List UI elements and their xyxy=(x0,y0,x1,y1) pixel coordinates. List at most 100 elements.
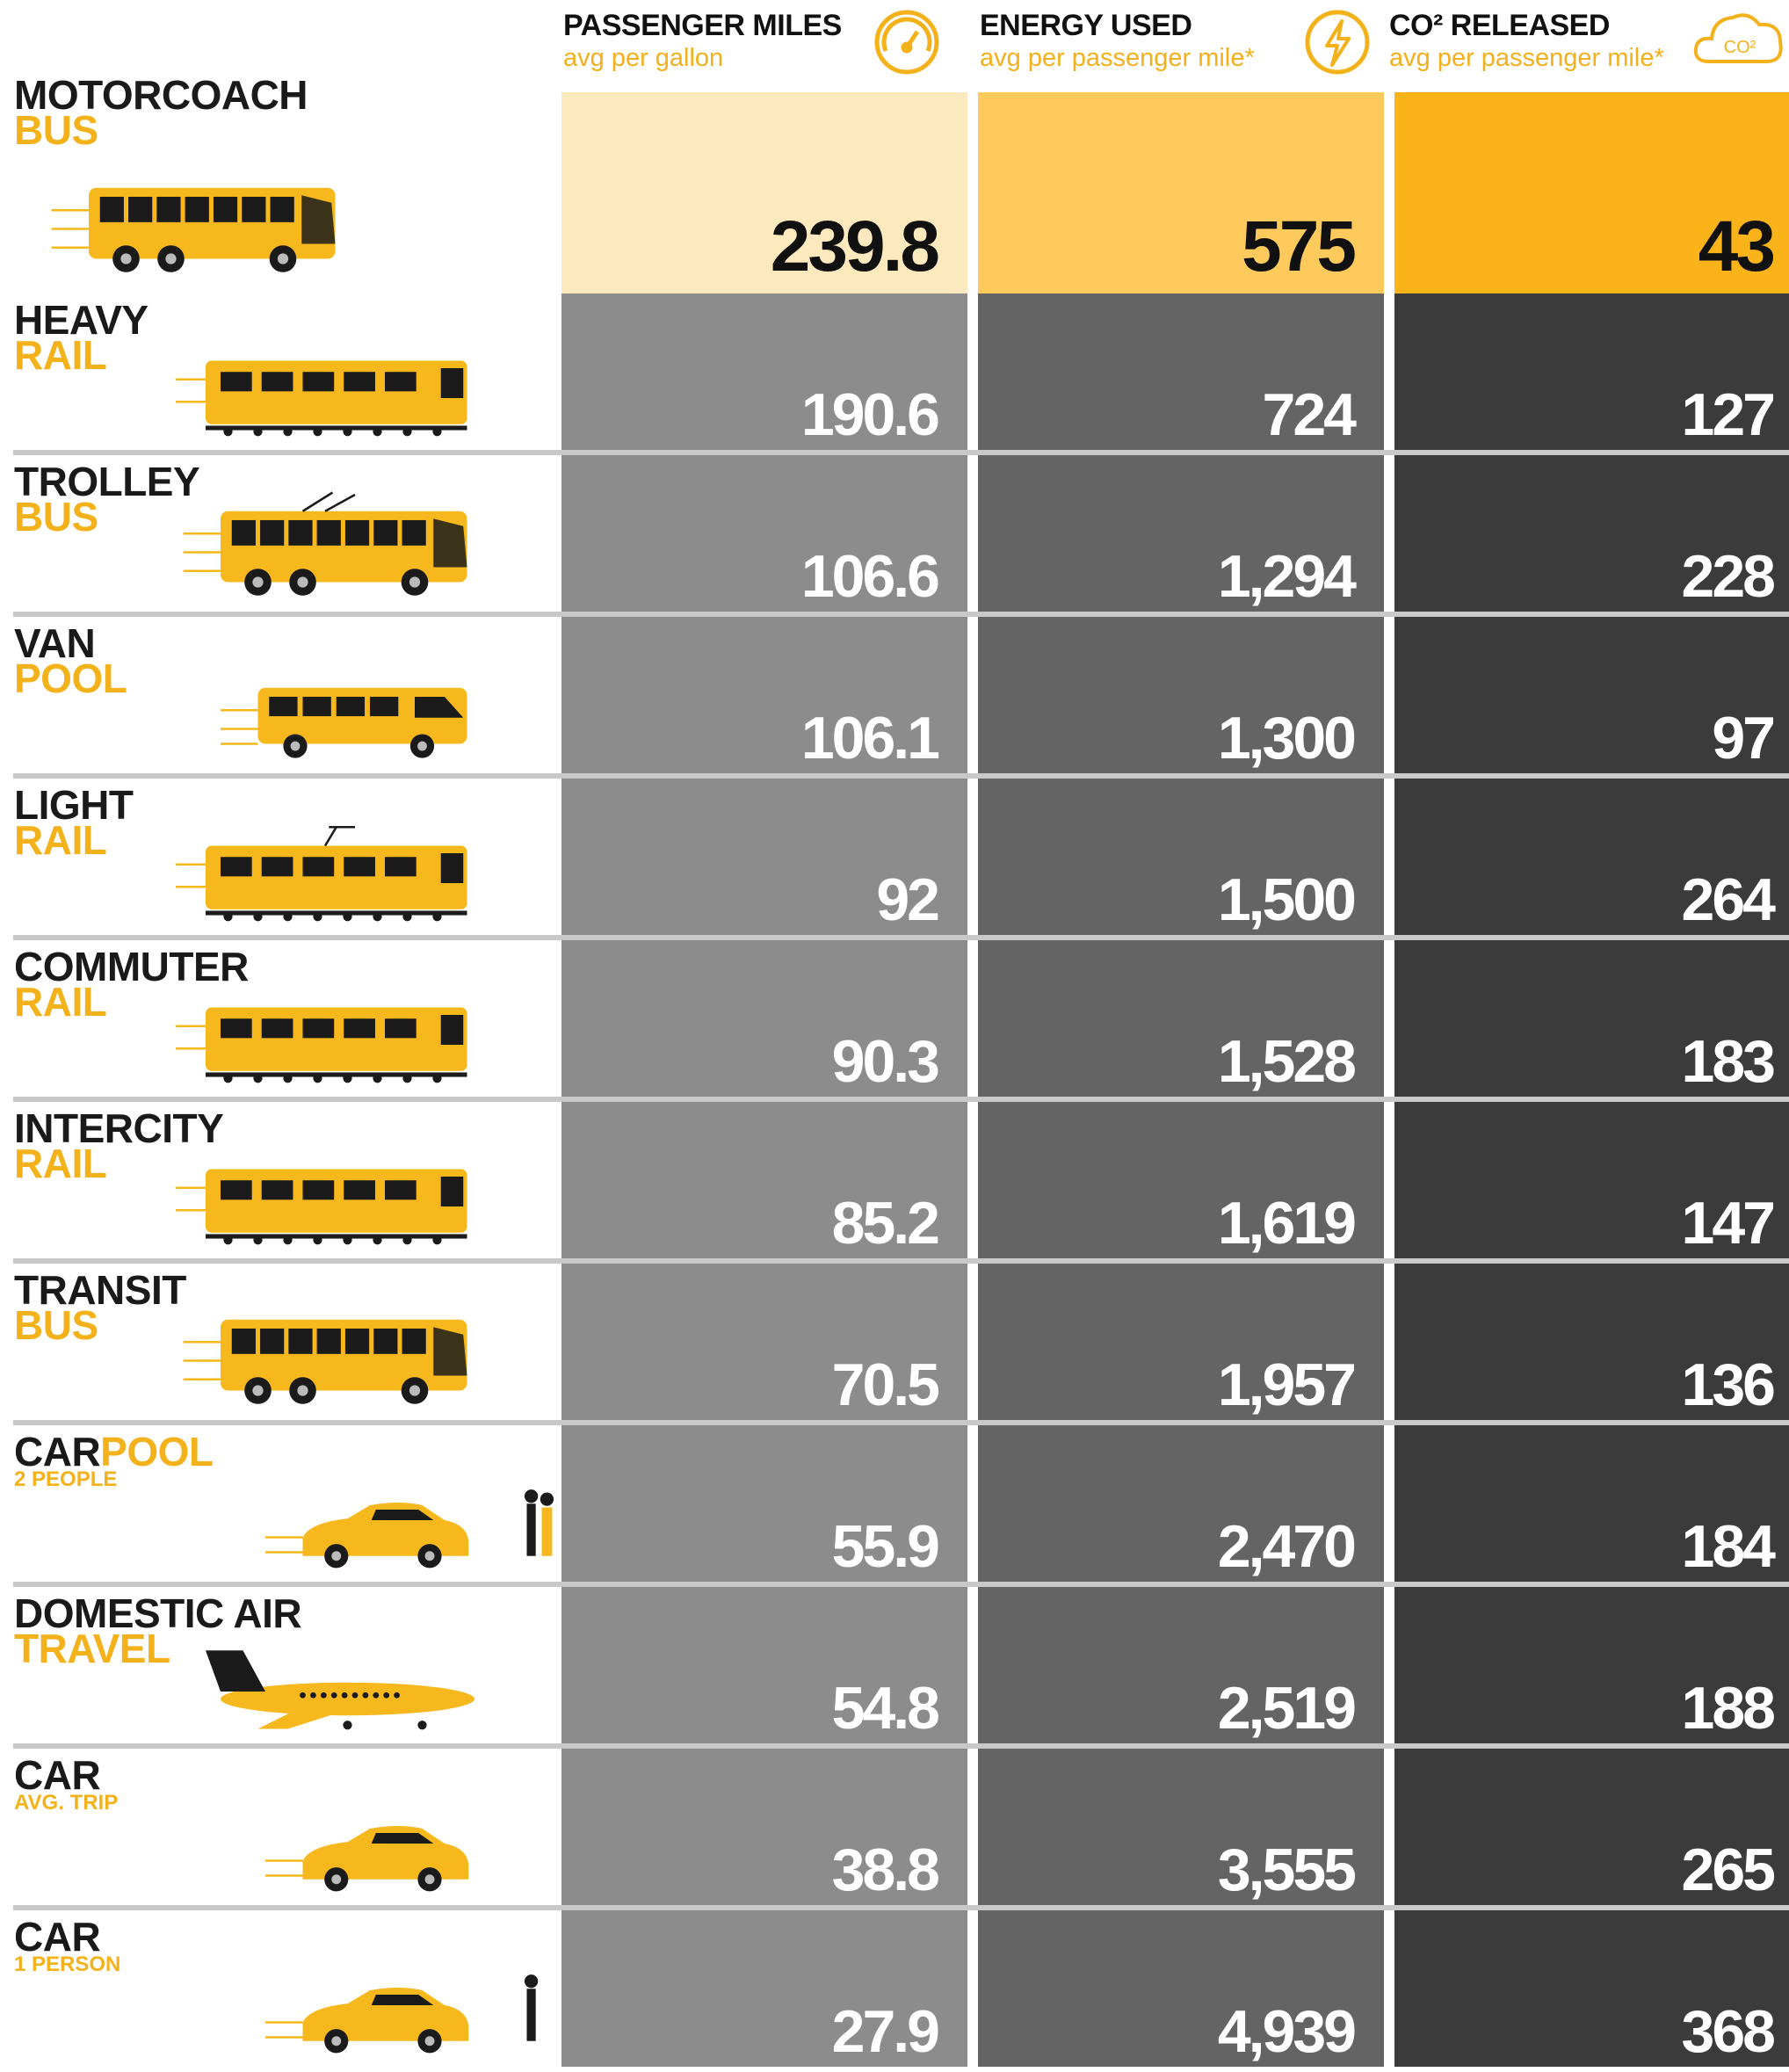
icon-shape xyxy=(441,1015,464,1045)
icon-shape xyxy=(345,1329,369,1354)
value: 97 xyxy=(1712,708,1773,768)
value: 85.2 xyxy=(832,1193,938,1253)
value: 183 xyxy=(1682,1032,1773,1091)
value-cell: 239.8 xyxy=(561,92,967,293)
icon-shape xyxy=(343,427,351,436)
value: 184 xyxy=(1682,1517,1773,1576)
icon-shape xyxy=(540,1493,554,1506)
icon-shape xyxy=(262,1018,293,1038)
value-cell: 106.1 xyxy=(561,617,967,773)
value: 188 xyxy=(1682,1678,1773,1738)
icon-shape xyxy=(394,1692,400,1699)
icon-shape xyxy=(206,1650,265,1692)
icon-shape xyxy=(303,697,331,716)
value: 190.6 xyxy=(801,385,938,445)
icon-shape xyxy=(283,1235,292,1244)
icon-shape xyxy=(253,1235,262,1244)
icon-hub xyxy=(903,44,910,51)
icon-shape xyxy=(344,372,375,391)
value-cell: 2,519 xyxy=(978,1587,1384,1743)
value: 136 xyxy=(1682,1355,1773,1415)
icon-shape xyxy=(402,1329,426,1354)
value-cell: 368 xyxy=(1394,1910,1789,2067)
icon-shape xyxy=(402,1074,411,1083)
icon-circle xyxy=(1307,12,1367,72)
value: 147 xyxy=(1682,1193,1773,1253)
value-cell: 264 xyxy=(1394,779,1789,935)
value: 90.3 xyxy=(832,1032,938,1091)
vehicle-icon xyxy=(176,1779,474,1895)
icon-shape xyxy=(262,372,293,391)
icon-bolt xyxy=(1327,21,1349,65)
icon-shape xyxy=(303,372,335,391)
value: 1,528 xyxy=(1218,1032,1354,1091)
icon-shape xyxy=(303,493,356,511)
icon-shape xyxy=(313,1235,322,1244)
icon-shape xyxy=(432,427,441,436)
value-cell: 228 xyxy=(1394,455,1789,612)
column-title: PASSENGER MILES xyxy=(563,9,842,43)
icon-shape xyxy=(337,697,365,716)
icon-shape xyxy=(321,1692,327,1699)
mode-name-accent: BUS xyxy=(14,112,98,148)
mode-name-accent: BUS xyxy=(14,499,98,534)
value: 92 xyxy=(876,870,938,930)
icon-shape xyxy=(297,1385,308,1395)
icon-shape xyxy=(373,1692,379,1699)
icon-shape xyxy=(283,1074,292,1083)
icon-shape xyxy=(206,361,467,424)
icon-shape xyxy=(223,427,232,436)
icon-shape xyxy=(344,1180,375,1199)
value-cell: 54.8 xyxy=(561,1587,967,1743)
icon-shape xyxy=(373,427,381,436)
mode-note: 1 PERSON xyxy=(14,1954,120,1975)
value: 265 xyxy=(1682,1840,1773,1900)
value-cell: 1,957 xyxy=(978,1264,1384,1420)
value-cell: 265 xyxy=(1394,1749,1789,1905)
icon-shape xyxy=(214,197,237,222)
value: 1,300 xyxy=(1218,708,1354,768)
icon-shape xyxy=(271,197,294,222)
icon-shape xyxy=(156,197,180,222)
mode-note: AVG. TRIP xyxy=(14,1793,118,1814)
icon-shape xyxy=(206,1008,467,1071)
icon-shape xyxy=(402,912,411,921)
value-cell: 3,555 xyxy=(978,1749,1384,1905)
value-cell: 55.9 xyxy=(561,1425,967,1582)
column-subtitle: avg per passenger mile* xyxy=(1389,44,1664,73)
value-cell: 1,528 xyxy=(978,940,1384,1097)
vehicle-icon xyxy=(176,1455,564,1571)
icon-shape xyxy=(433,1327,467,1375)
icon-shape xyxy=(253,912,262,921)
mode-name-accent: TRAVEL xyxy=(14,1631,170,1666)
value: 575 xyxy=(1242,211,1354,283)
icon-shape xyxy=(385,372,416,391)
value: 43 xyxy=(1698,211,1773,283)
value: 3,555 xyxy=(1218,1840,1354,1900)
icon-shape xyxy=(288,1329,312,1354)
column-subtitle: avg per gallon xyxy=(563,44,723,73)
icon-shape xyxy=(331,2036,341,2046)
icon-shape xyxy=(527,1989,536,2041)
icon-shape xyxy=(373,912,381,921)
icon-shape xyxy=(343,1235,351,1244)
value-cell: 1,294 xyxy=(978,455,1384,612)
icon-shape xyxy=(291,742,301,751)
speedometer-icon xyxy=(877,12,937,72)
value-cell: 97 xyxy=(1394,617,1789,773)
icon-shape xyxy=(253,427,262,436)
mode-name-accent: RAIL xyxy=(14,1146,106,1181)
mode-name-accent: RAIL xyxy=(14,337,106,373)
column-subtitle: avg per passenger mile* xyxy=(980,44,1255,73)
value-cell: 724 xyxy=(978,293,1384,450)
icon-shape xyxy=(373,520,397,546)
mode-note: 2 PEOPLE xyxy=(14,1469,117,1490)
value-cell: 1,300 xyxy=(978,617,1384,773)
mode-name-accent: BUS xyxy=(14,1308,98,1343)
icon-shape xyxy=(343,1074,351,1083)
icon-shape xyxy=(303,857,335,876)
icon-shape xyxy=(303,1018,335,1038)
value: 106.1 xyxy=(801,708,938,768)
icon-shape xyxy=(402,520,426,546)
icon-shape xyxy=(165,253,176,264)
